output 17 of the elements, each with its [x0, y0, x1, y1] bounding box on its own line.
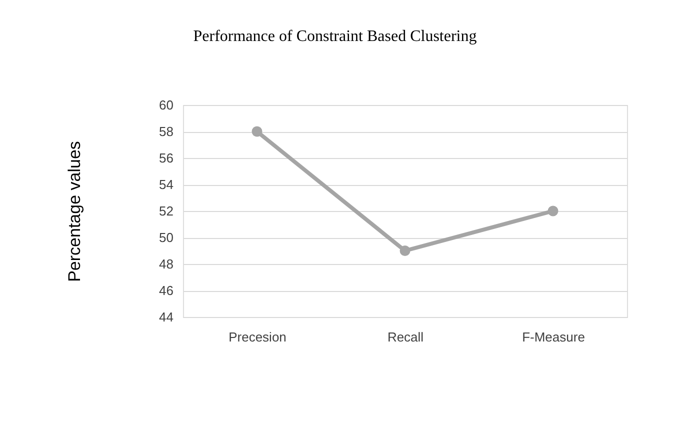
y-tick-label: 44 — [159, 310, 174, 324]
point — [400, 246, 410, 256]
chart-title: Performance of Constraint Based Clustering — [193, 28, 477, 45]
x-tick-label: Precesion — [228, 330, 286, 344]
y-tick-label: 50 — [159, 230, 174, 245]
y-tick-label: 46 — [159, 283, 174, 298]
y-tick-label: 58 — [159, 124, 174, 139]
x-tick-label: F-Measure — [522, 330, 585, 344]
y-tick-label: 56 — [159, 150, 174, 166]
point — [548, 206, 558, 216]
y-axis-title: Percentage values — [65, 141, 84, 282]
point — [252, 126, 262, 137]
y-tick-label: 52 — [159, 204, 174, 218]
y-tick-label: 54 — [159, 177, 174, 192]
x-tick-label: Recall — [387, 330, 424, 344]
y-tick-label: 48 — [159, 256, 174, 272]
y-tick-label: 60 — [159, 98, 174, 112]
